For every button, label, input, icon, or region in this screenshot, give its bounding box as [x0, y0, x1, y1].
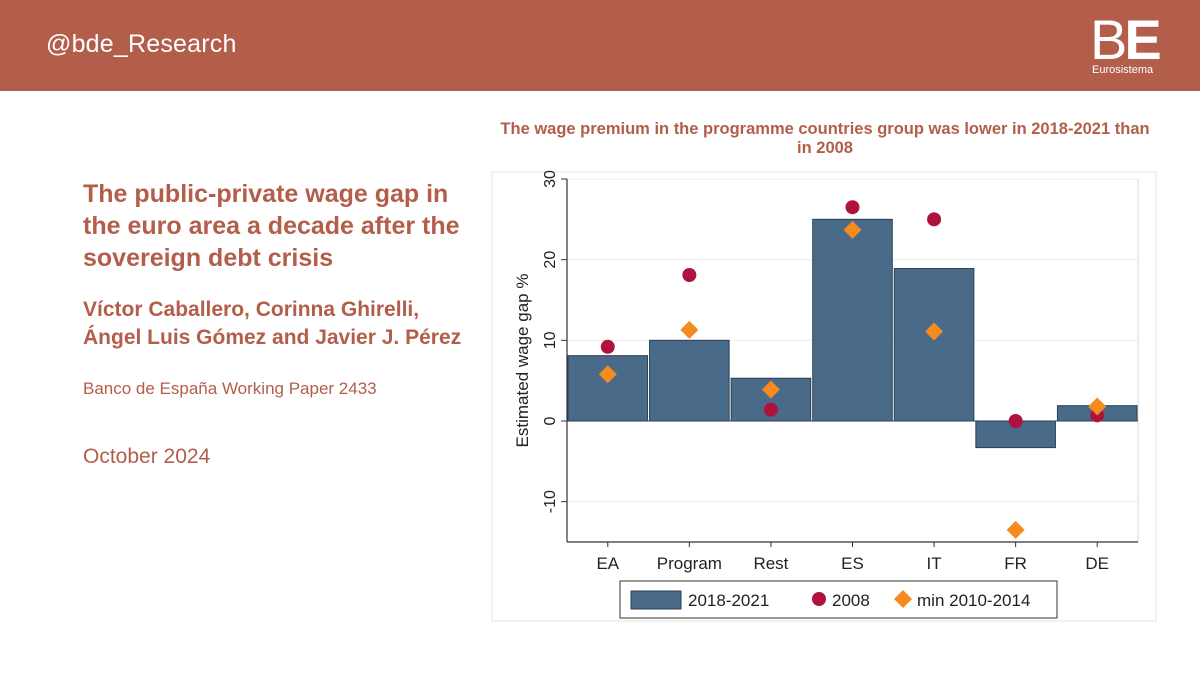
- x-tick-label: Program: [657, 554, 722, 573]
- point-2008-program: [682, 267, 697, 282]
- logo-letters: BE: [1090, 8, 1162, 71]
- x-tick-label: DE: [1085, 554, 1109, 573]
- y-tick-label: 30: [542, 170, 559, 188]
- y-tick-label: -10: [542, 490, 559, 513]
- point-min-ea: [598, 365, 617, 384]
- legend-label-2018-2021: 2018-2021: [688, 591, 769, 610]
- y-axis-label: Estimated wage gap %: [513, 274, 532, 448]
- header-bar: @bde_Research BE Eurosistema: [0, 0, 1200, 91]
- legend-swatch-circle: [812, 592, 826, 606]
- point-min-es: [843, 220, 862, 239]
- x-tick-label: ES: [841, 554, 864, 573]
- paper-info: The public-private wage gap in the euro …: [83, 178, 463, 469]
- x-tick-label: FR: [1004, 554, 1027, 573]
- paper-series: Banco de España Working Paper 2433: [83, 379, 377, 398]
- paper-date: October 2024: [83, 445, 211, 468]
- point-min-fr: [1006, 520, 1025, 539]
- wage-gap-chart: -10 0 10 20 30 Estimated wage gap % EA Program R…: [491, 170, 1157, 622]
- legend-swatch-diamond: [894, 590, 912, 608]
- paper-authors: Víctor Caballero, Corinna Ghirelli, Ánge…: [83, 298, 462, 349]
- legend-label-min-2010-2014: min 2010-2014: [917, 591, 1030, 610]
- twitter-handle: @bde_Research: [46, 30, 237, 58]
- x-tick-label: Rest: [753, 554, 788, 573]
- y-tick-label: 20: [542, 251, 559, 269]
- point-min-it: [925, 322, 944, 341]
- point-min-program: [680, 320, 699, 339]
- point-min-de: [1088, 397, 1107, 416]
- x-tick-label: EA: [596, 554, 619, 573]
- bde-logo: BE Eurosistema: [1090, 8, 1170, 80]
- legend-box: [619, 580, 1058, 619]
- point-2008-it: [927, 212, 942, 227]
- legend-swatch-bar: [630, 590, 682, 610]
- y-tick-label: 0: [542, 416, 559, 425]
- point-2008-es: [845, 200, 860, 215]
- bar-it: [893, 268, 975, 422]
- bar-es: [812, 218, 893, 422]
- logo-subtitle: Eurosistema: [1092, 64, 1154, 76]
- bar-program: [649, 339, 730, 422]
- legend-label-2008: 2008: [832, 591, 870, 610]
- x-tick-label: IT: [927, 554, 942, 573]
- point-min-rest: [761, 380, 780, 399]
- paper-title: The public-private wage gap in the euro …: [83, 180, 460, 272]
- point-2008-rest: [763, 402, 778, 417]
- y-tick-label: 10: [542, 331, 559, 349]
- point-2008-fr: [1008, 414, 1023, 428]
- chart-title: The wage premium in the programme countr…: [500, 120, 1150, 157]
- point-2008-ea: [600, 339, 615, 354]
